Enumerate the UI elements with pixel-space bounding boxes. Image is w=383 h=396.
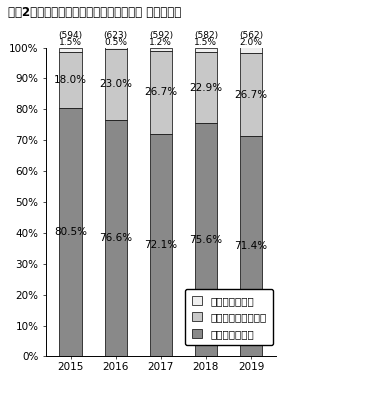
Bar bbox=[195, 52, 217, 123]
Bar bbox=[240, 47, 262, 53]
Bar bbox=[105, 47, 127, 49]
Text: 71.4%: 71.4% bbox=[234, 241, 268, 251]
Text: 1.2%: 1.2% bbox=[149, 38, 172, 47]
Bar bbox=[240, 136, 262, 356]
Text: 23.0%: 23.0% bbox=[99, 79, 132, 89]
Bar bbox=[105, 49, 127, 120]
Text: 26.7%: 26.7% bbox=[144, 88, 177, 97]
Bar bbox=[59, 108, 82, 356]
Bar bbox=[59, 48, 82, 52]
Text: 18.0%: 18.0% bbox=[54, 75, 87, 85]
Text: (562): (562) bbox=[239, 31, 263, 40]
Bar bbox=[195, 48, 217, 52]
Text: 2.0%: 2.0% bbox=[239, 38, 262, 47]
Text: 図表2　中期的（今後３年程度）海外事業 展開見通し: 図表2 中期的（今後３年程度）海外事業 展開見通し bbox=[8, 6, 181, 19]
Legend: 縮小・撤退する, 現状程度を維持する, 強化・拡大する: 縮小・撤退する, 現状程度を維持する, 強化・拡大する bbox=[185, 289, 273, 345]
Text: 75.6%: 75.6% bbox=[189, 235, 223, 245]
Text: 1.5%: 1.5% bbox=[195, 38, 218, 47]
Bar bbox=[150, 134, 172, 356]
Bar bbox=[150, 48, 172, 51]
Text: 0.5%: 0.5% bbox=[104, 38, 127, 47]
Bar bbox=[150, 51, 172, 134]
Bar bbox=[105, 120, 127, 356]
Bar bbox=[59, 52, 82, 108]
Text: 22.9%: 22.9% bbox=[189, 82, 223, 93]
Text: (582): (582) bbox=[194, 31, 218, 40]
Text: 26.7%: 26.7% bbox=[234, 89, 268, 100]
Text: (623): (623) bbox=[104, 31, 128, 40]
Text: (594): (594) bbox=[59, 31, 83, 40]
Text: (592): (592) bbox=[149, 31, 173, 40]
Text: 1.5%: 1.5% bbox=[59, 38, 82, 47]
Text: 72.1%: 72.1% bbox=[144, 240, 177, 250]
Bar bbox=[240, 53, 262, 136]
Text: 76.6%: 76.6% bbox=[99, 233, 133, 243]
Bar bbox=[195, 123, 217, 356]
Text: 80.5%: 80.5% bbox=[54, 227, 87, 237]
